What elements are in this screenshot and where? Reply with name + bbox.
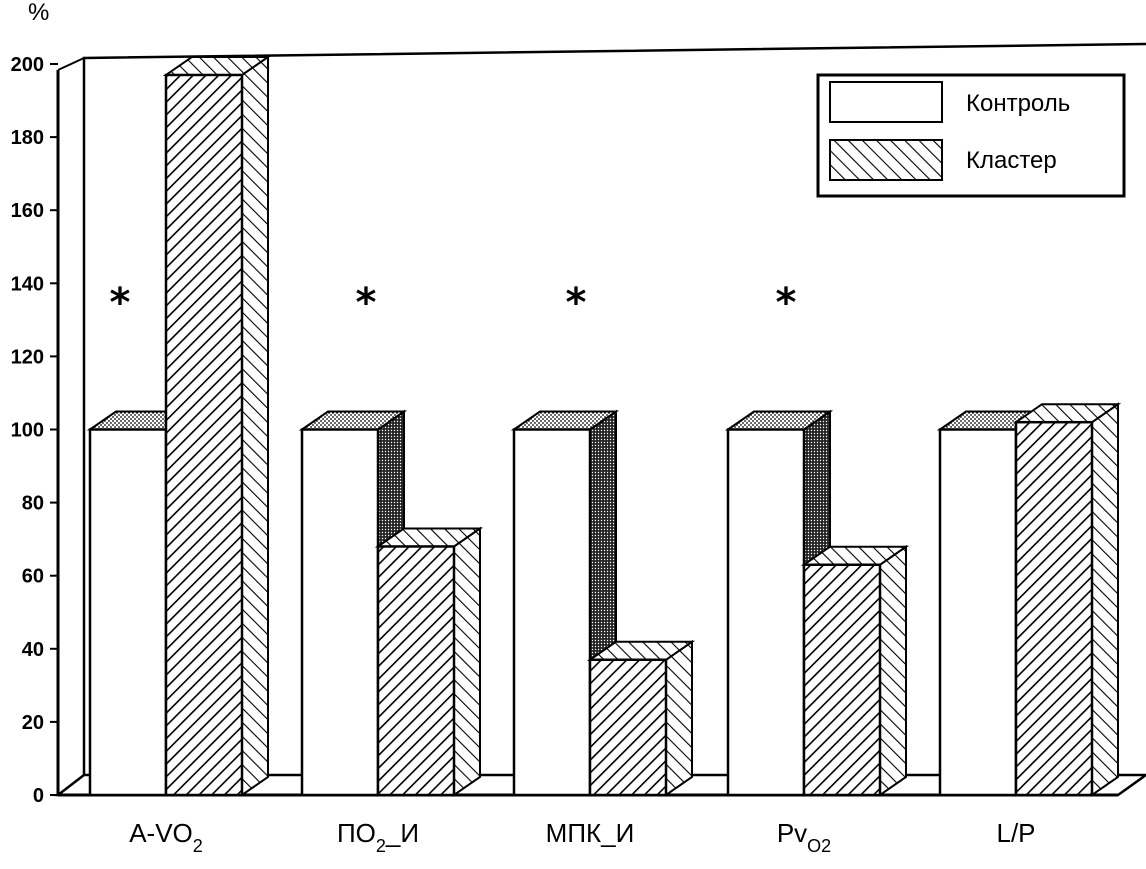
x-tick-label: A-VO2 [129, 818, 203, 856]
bar-front [726, 428, 806, 797]
significance-star: * [566, 280, 587, 326]
x-tick-label-subscript: 2 [193, 836, 203, 856]
bar-cluster-3 [800, 544, 910, 797]
significance-markers: * * * * [110, 280, 797, 326]
y-tick-label: 120 [11, 346, 44, 368]
x-tick-label-suffix: _И [385, 818, 419, 848]
y-tick-label: 20 [22, 712, 44, 734]
y-axis-top-depth [57, 57, 85, 71]
y-tick-label: 200 [11, 54, 44, 76]
bar-side [879, 544, 907, 797]
y-tick-label: 80 [22, 493, 44, 515]
x-tick-label-base: A-VO [129, 818, 193, 848]
legend: Контроль Кластер [816, 73, 1126, 198]
x-tick-label-subscript: 2 [376, 836, 386, 856]
significance-star: * [110, 280, 131, 326]
y-tick-label: 100 [11, 420, 44, 442]
y-tick-label: 140 [11, 273, 44, 295]
bar-front [938, 428, 1018, 797]
y-axis-unit-label: % [28, 0, 49, 26]
legend-swatch-control [829, 81, 943, 123]
bar-side [665, 639, 693, 797]
bar-marks [86, 55, 1122, 797]
bar-side [241, 55, 269, 797]
x-tick-label-base: МПК_И [546, 818, 635, 848]
x-tick-label: МПК_И [546, 818, 635, 848]
bar-front [802, 563, 882, 797]
y-tick-label: 180 [11, 127, 44, 149]
bar-front [376, 545, 456, 797]
x-tick-label-base: Pv [777, 818, 807, 848]
bar-side [453, 526, 481, 797]
bar-front [300, 428, 380, 797]
bar-front [164, 73, 244, 797]
y-tick-label: 40 [22, 639, 44, 661]
x-axis-labels: A-VO2 ПО2_И МПК_И PvO2 L/P [129, 818, 1035, 856]
significance-star: * [776, 280, 797, 326]
bar-cluster-4 [1012, 402, 1122, 797]
x-tick-label-subscript: O2 [807, 836, 831, 856]
x-tick-label-base: ПО [337, 818, 376, 848]
y-tick-label: 60 [22, 566, 44, 588]
bar-front [88, 428, 168, 797]
bar-side [1091, 402, 1119, 797]
y-tick-label: 0 [33, 785, 44, 807]
bar-front [588, 658, 668, 797]
bar-cluster-2 [586, 639, 696, 797]
significance-star: * [356, 280, 377, 326]
x-tick-label-base: L/P [996, 818, 1035, 848]
y-tick-label: 160 [11, 200, 44, 222]
bar-cluster-1 [374, 526, 484, 797]
y-axis-ticks: 0 20 40 60 80 100 120 140 160 180 200 [11, 54, 58, 807]
legend-swatch-cluster [829, 139, 943, 181]
legend-label-cluster: Кластер [966, 147, 1057, 174]
bar-front [1014, 420, 1094, 797]
x-tick-label: L/P [996, 818, 1035, 848]
x-tick-label: ПО2_И [337, 818, 419, 856]
bar-cluster-0 [162, 55, 272, 797]
legend-label-control: Контроль [966, 90, 1070, 117]
bar-front [512, 428, 592, 797]
x-tick-label: PvO2 [777, 818, 831, 856]
